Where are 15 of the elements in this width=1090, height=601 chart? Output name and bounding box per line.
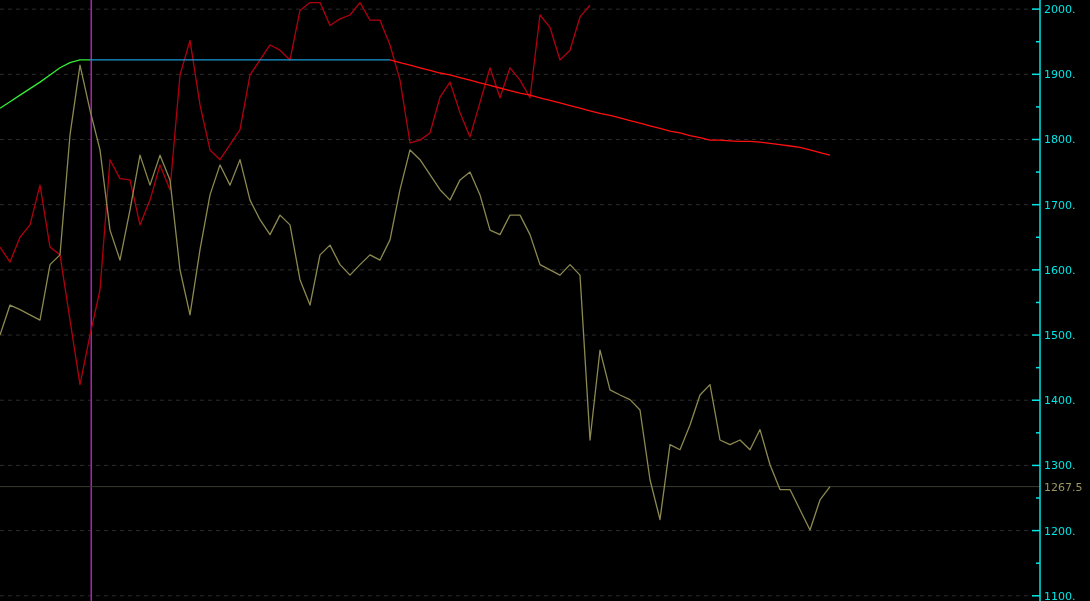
line-series <box>0 1 591 386</box>
y-tick-label: 1700. <box>1044 198 1076 212</box>
y-tick-label: 1600. <box>1044 263 1076 277</box>
line-series <box>0 59 91 109</box>
line-series <box>0 64 831 531</box>
y-tick-label: 1200. <box>1044 524 1076 538</box>
y-tick-label: 1300. <box>1044 459 1076 473</box>
line-series <box>389 59 831 156</box>
y-tick-label: 1900. <box>1044 68 1076 82</box>
y-tick-label: 1800. <box>1044 133 1076 147</box>
y-tick-label: 1400. <box>1044 394 1076 408</box>
y-tick-label: 1500. <box>1044 329 1076 343</box>
ref-line-label: 1267.5 <box>1044 480 1083 494</box>
y-tick-label: 1100. <box>1044 589 1076 601</box>
y-tick-label: 2000. <box>1044 3 1076 17</box>
